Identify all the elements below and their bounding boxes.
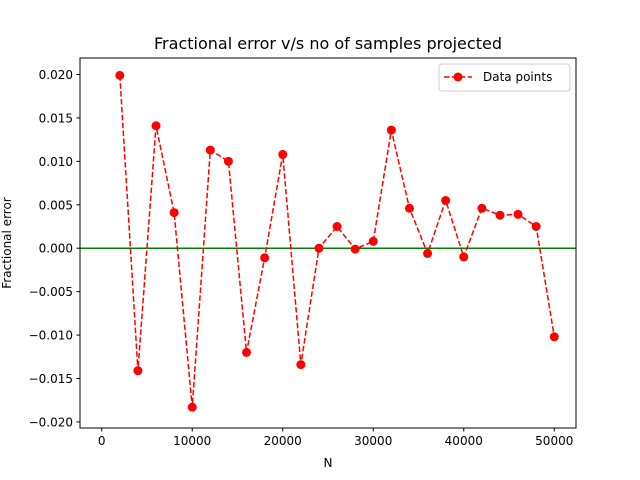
data-point xyxy=(133,366,143,376)
y-tick-label: −0.005 xyxy=(29,285,73,299)
x-axis-label: N xyxy=(324,456,333,470)
x-tick-label: 50000 xyxy=(535,434,573,448)
data-point xyxy=(368,236,378,246)
y-tick-label: 0.005 xyxy=(39,198,73,212)
data-point xyxy=(151,121,161,131)
series-line xyxy=(119,75,556,408)
y-tick-label: −0.020 xyxy=(29,415,73,429)
y-tick-label: 0.000 xyxy=(39,242,73,256)
data-point xyxy=(513,209,523,219)
data-point xyxy=(242,347,252,357)
plot-area xyxy=(80,70,576,412)
data-point xyxy=(223,156,233,166)
y-tick-label: −0.010 xyxy=(29,329,73,343)
axes-frame xyxy=(79,57,577,429)
data-point xyxy=(531,221,541,231)
data-point xyxy=(205,145,215,155)
y-axis: −0.020 −0.015 −0.010 −0.005 0.000 0.005 0.010 0… xyxy=(29,68,80,429)
x-tick-label: 0 xyxy=(98,434,106,448)
data-point xyxy=(459,252,469,262)
x-tick-label: 20000 xyxy=(264,434,302,448)
data-point xyxy=(423,248,433,258)
data-point xyxy=(314,243,324,253)
x-tick-label: 10000 xyxy=(173,434,211,448)
y-tick-label: −0.015 xyxy=(29,372,73,386)
y-tick-label: 0.020 xyxy=(39,68,73,82)
data-point xyxy=(477,203,487,213)
x-tick-label: 30000 xyxy=(354,434,392,448)
legend: Data points xyxy=(438,63,571,92)
data-point xyxy=(260,253,270,263)
data-point xyxy=(278,149,288,159)
data-point xyxy=(187,402,197,412)
x-tick-label: 40000 xyxy=(445,434,483,448)
data-point xyxy=(386,125,396,135)
data-point xyxy=(495,210,505,220)
legend-box xyxy=(438,63,571,92)
x-axis: 0 10000 20000 30000 40000 50000 xyxy=(98,428,573,448)
chart-title: Fractional error v/s no of samples proje… xyxy=(154,34,502,53)
y-tick-label: 0.015 xyxy=(39,111,73,125)
legend-marker-swatch xyxy=(453,72,463,82)
legend-label: Data points xyxy=(483,70,552,84)
y-tick-label: 0.010 xyxy=(39,155,73,169)
data-point xyxy=(441,195,451,205)
data-point xyxy=(115,70,125,80)
data-point xyxy=(332,221,342,231)
data-point xyxy=(404,203,414,213)
y-axis-label: Fractional error xyxy=(0,197,14,289)
data-point xyxy=(296,360,306,370)
data-point xyxy=(549,332,559,342)
data-point xyxy=(169,208,179,218)
data-point xyxy=(350,244,360,254)
